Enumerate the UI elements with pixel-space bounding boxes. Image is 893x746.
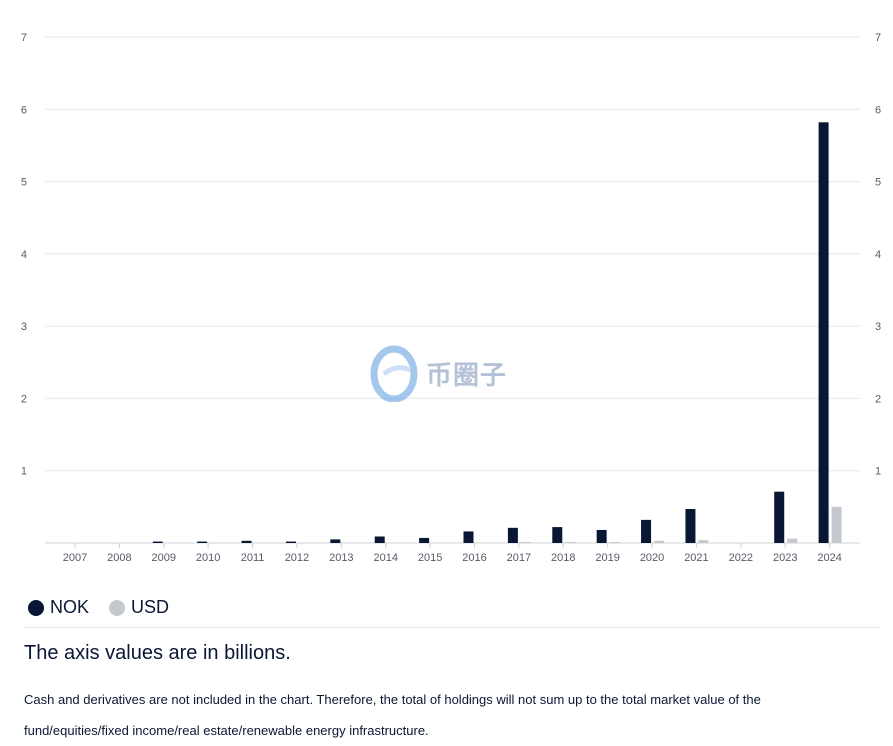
legend-label-nok: NOK — [50, 597, 90, 617]
x-tick-label: 2007 — [63, 552, 87, 564]
y-axis-right: 1 2 3 4 5 6 7 — [875, 32, 881, 478]
bar-nok[interactable] — [507, 527, 518, 543]
bar-nok[interactable] — [774, 491, 785, 543]
watermark-text: 币圈子 — [426, 359, 508, 390]
x-tick-label: 2015 — [418, 552, 442, 564]
x-tick-label: 2018 — [551, 552, 575, 564]
bar-nok[interactable] — [463, 531, 474, 543]
bar-nok[interactable] — [197, 541, 208, 543]
x-tick-label: 2022 — [729, 552, 753, 564]
bar-nok[interactable] — [419, 537, 430, 543]
divider — [24, 627, 881, 628]
y-tick-label-right: 6 — [875, 104, 881, 116]
x-tick-label: 2017 — [507, 552, 531, 564]
bar-usd[interactable] — [831, 506, 842, 543]
x-tick-label: 2009 — [152, 552, 176, 564]
y-tick-label: 6 — [21, 104, 27, 116]
y-axis-left: 1 2 3 4 5 6 7 — [21, 32, 27, 478]
y-tick-label: 1 — [21, 466, 27, 478]
bar-nok[interactable] — [685, 509, 696, 543]
axis-note: The axis values are in billions. — [24, 642, 291, 664]
x-tick-label: 2014 — [373, 552, 397, 564]
y-tick-label: 5 — [21, 177, 27, 189]
bar-nok[interactable] — [374, 536, 385, 543]
y-tick-label-right: 7 — [875, 32, 881, 44]
x-tick-label: 2020 — [640, 552, 664, 564]
y-tick-label: 7 — [21, 32, 27, 44]
bar-usd[interactable] — [609, 542, 620, 543]
watermark: 币圈子 — [370, 344, 507, 402]
y-tick-label-right: 5 — [875, 177, 881, 189]
y-tick-label-right: 2 — [875, 393, 881, 405]
legend-label-usd: USD — [131, 597, 170, 617]
x-tick-label: 2021 — [684, 552, 708, 564]
x-tick-label: 2024 — [817, 552, 841, 564]
bar-group — [152, 122, 842, 543]
bar-nok[interactable] — [285, 541, 296, 543]
bar-nok[interactable] — [152, 541, 163, 543]
x-tick-label: 2010 — [196, 552, 220, 564]
logo-e-icon — [370, 345, 418, 402]
bar-nok[interactable] — [241, 540, 252, 543]
legend-swatch-nok — [28, 599, 44, 616]
x-tick-label: 2008 — [107, 552, 131, 564]
bar-nok[interactable] — [596, 529, 607, 543]
grid-lines — [45, 36, 860, 544]
x-tick-label: 2012 — [285, 552, 309, 564]
y-tick-label: 2 — [21, 393, 27, 405]
bar-usd[interactable] — [520, 542, 531, 543]
y-tick-label: 4 — [21, 249, 27, 261]
bar-nok[interactable] — [818, 122, 829, 543]
bar-usd[interactable] — [565, 542, 576, 543]
bar-nok[interactable] — [552, 527, 563, 543]
bar-nok[interactable] — [330, 539, 341, 543]
bar-usd[interactable] — [654, 540, 665, 543]
x-tick-label: 2023 — [773, 552, 797, 564]
y-tick-label-right: 4 — [875, 249, 881, 261]
disclaimer-text: Cash and derivatives are not included in… — [24, 692, 761, 738]
y-tick-label: 3 — [21, 321, 27, 333]
chart-legend: NOK USD — [28, 597, 169, 618]
x-tick-label: 2016 — [462, 552, 486, 564]
x-tick-label: 2011 — [241, 552, 265, 564]
x-axis-labels: 2007 2008 2009 2010 2011 2012 2013 2014 2015 2016… — [63, 543, 842, 564]
bar-usd[interactable] — [787, 538, 798, 543]
y-tick-label-right: 3 — [875, 321, 881, 333]
x-tick-label: 2013 — [329, 552, 353, 564]
legend-item-nok[interactable]: NOK — [28, 597, 89, 618]
x-tick-label: 2019 — [595, 552, 619, 564]
bar-usd[interactable] — [698, 540, 709, 543]
bar-chart: 1 2 3 4 5 6 7 1 2 3 4 5 6 7 2007 2008 2009 2010 2011 2012… — [21, 32, 881, 564]
legend-swatch-usd — [109, 599, 126, 616]
legend-item-usd[interactable]: USD — [109, 597, 169, 618]
y-tick-label-right: 1 — [875, 466, 881, 478]
bar-nok[interactable] — [641, 519, 652, 543]
